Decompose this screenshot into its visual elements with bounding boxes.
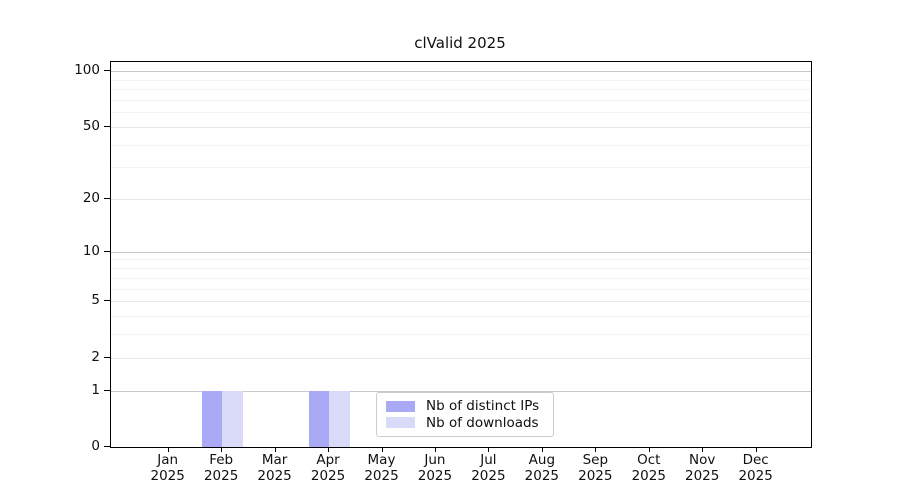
y-tick-mark-5 — [104, 300, 110, 302]
legend-entry-distinct-ips: Nb of distinct IPs — [386, 398, 544, 415]
y-tick-label-100: 100 — [74, 62, 100, 79]
y-tick-mark-1 — [104, 389, 110, 391]
y-tick-label-5: 5 — [91, 292, 100, 309]
y-tick-mark-10 — [104, 250, 110, 252]
y-tick-label-50: 50 — [82, 117, 100, 134]
gridline-5 — [111, 301, 811, 303]
gridline-30 — [111, 167, 811, 169]
x-tick-label-apr: Apr 2025 — [310, 452, 346, 484]
y-tick-label-10: 10 — [82, 242, 100, 259]
x-tick-mark-dec — [755, 447, 757, 452]
bar-nb-of-downloads-apr — [329, 390, 350, 447]
x-tick-label-may: May 2025 — [364, 452, 399, 484]
bar-nb-of-downloads-feb — [222, 390, 243, 447]
gridline-8 — [111, 268, 811, 270]
legend-label-downloads: Nb of downloads — [426, 414, 539, 431]
gridline-7 — [111, 277, 811, 279]
y-tick-mark-20 — [104, 198, 110, 200]
x-tick-mark-nov — [702, 447, 704, 452]
x-tick-mark-jul — [488, 447, 490, 452]
gridline-70 — [111, 99, 811, 101]
legend-swatch-distinct-ips — [386, 400, 415, 412]
gridline-2 — [111, 357, 811, 359]
x-tick-label-aug: Aug 2025 — [524, 452, 560, 484]
x-tick-label-mar: Mar 2025 — [257, 452, 292, 484]
x-tick-label-sep: Sep 2025 — [578, 452, 613, 484]
x-tick-label-nov: Nov 2025 — [685, 452, 720, 484]
x-tick-mark-aug — [541, 447, 543, 452]
gridline-60 — [111, 112, 811, 114]
x-tick-label-oct: Oct 2025 — [631, 452, 666, 484]
gridline-90 — [111, 79, 811, 81]
y-tick-mark-100 — [104, 70, 110, 72]
y-tick-mark-2 — [104, 356, 110, 358]
x-tick-mark-jan — [167, 447, 169, 452]
x-tick-mark-sep — [595, 447, 597, 452]
gridline-3 — [111, 334, 811, 336]
gridline-80 — [111, 89, 811, 91]
gridline-40 — [111, 144, 811, 146]
legend-swatch-downloads — [386, 417, 415, 429]
x-tick-label-jul: Jul 2025 — [471, 452, 506, 484]
x-tick-mark-apr — [328, 447, 330, 452]
gridline-4 — [111, 315, 811, 317]
y-tick-mark-50 — [104, 125, 110, 127]
legend-label-distinct-ips: Nb of distinct IPs — [426, 398, 540, 415]
gridline-100 — [111, 71, 811, 73]
x-tick-mark-jun — [434, 447, 436, 452]
y-tick-label-2: 2 — [91, 348, 100, 365]
x-tick-label-dec: Dec 2025 — [738, 452, 773, 484]
gridline-50 — [111, 126, 811, 128]
x-tick-label-jan: Jan 2025 — [150, 452, 185, 484]
gridline-20 — [111, 199, 811, 201]
x-tick-mark-may — [381, 447, 383, 452]
x-tick-mark-mar — [274, 447, 276, 452]
gridline-10 — [111, 251, 811, 253]
y-tick-label-20: 20 — [82, 190, 100, 207]
x-tick-mark-oct — [648, 447, 650, 452]
x-tick-mark-feb — [221, 447, 223, 452]
y-tick-label-0: 0 — [91, 438, 100, 454]
x-tick-label-feb: Feb 2025 — [203, 452, 239, 484]
bar-nb-of-distinct-ips-apr — [308, 390, 330, 447]
legend-entry-downloads: Nb of downloads — [386, 415, 544, 432]
y-tick-mark-0 — [104, 446, 110, 447]
gridline-9 — [111, 259, 811, 261]
plot-area — [110, 61, 812, 448]
legend: Nb of distinct IPs Nb of downloads — [376, 392, 554, 437]
bar-nb-of-distinct-ips-feb — [201, 390, 223, 447]
gridline-6 — [111, 288, 811, 290]
gridline-1 — [111, 390, 811, 392]
chart-title: clValid 2025 — [414, 34, 506, 52]
x-tick-label-jun: Jun 2025 — [417, 452, 453, 484]
y-tick-label-1: 1 — [91, 381, 100, 398]
